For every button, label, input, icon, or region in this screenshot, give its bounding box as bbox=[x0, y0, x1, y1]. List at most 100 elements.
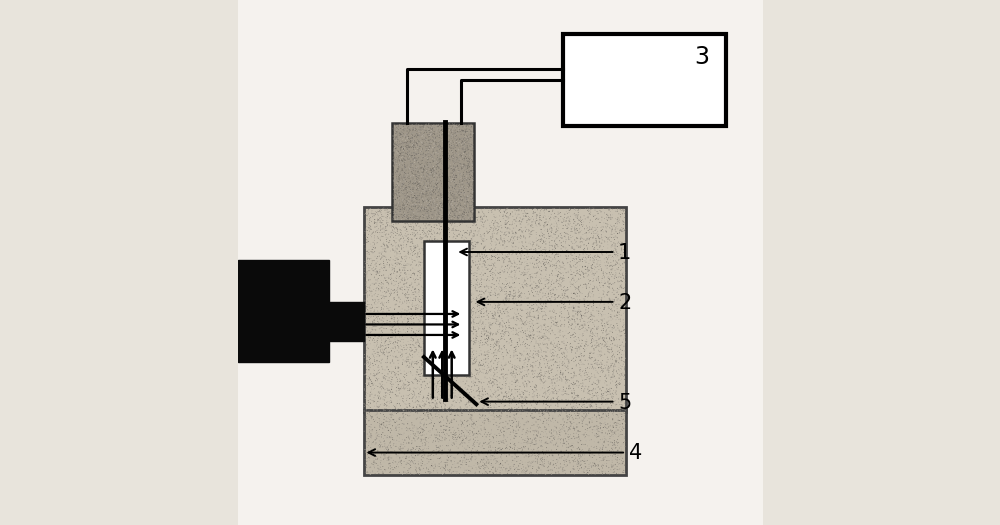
Point bbox=[393, 120, 409, 129]
Point bbox=[418, 183, 434, 191]
Point bbox=[482, 443, 498, 452]
Point bbox=[417, 228, 433, 237]
Point bbox=[517, 443, 533, 451]
Point bbox=[473, 275, 489, 283]
Point bbox=[423, 153, 439, 161]
Point bbox=[422, 196, 438, 204]
Point bbox=[429, 161, 445, 170]
Point bbox=[445, 201, 461, 209]
Point bbox=[497, 206, 513, 215]
Point bbox=[476, 455, 492, 463]
Point bbox=[359, 291, 375, 299]
Point bbox=[553, 299, 569, 308]
Point bbox=[405, 213, 421, 221]
Point bbox=[415, 291, 431, 300]
Point bbox=[523, 321, 539, 330]
Point bbox=[612, 465, 628, 473]
Point bbox=[577, 302, 593, 311]
Point bbox=[423, 286, 439, 295]
Point bbox=[420, 202, 436, 210]
Point bbox=[461, 165, 477, 174]
Point bbox=[433, 126, 449, 134]
Point bbox=[577, 319, 593, 327]
Point bbox=[386, 150, 402, 159]
Point bbox=[408, 189, 424, 197]
Point bbox=[533, 216, 549, 225]
Point bbox=[565, 458, 581, 466]
Point bbox=[430, 280, 446, 289]
Point bbox=[377, 226, 393, 235]
Point bbox=[578, 292, 594, 301]
Point bbox=[375, 204, 391, 213]
Point bbox=[567, 393, 583, 402]
Point bbox=[532, 277, 548, 285]
Point bbox=[424, 230, 440, 238]
Point bbox=[490, 345, 506, 353]
Point bbox=[587, 432, 603, 440]
Point bbox=[391, 175, 407, 183]
Point bbox=[386, 146, 402, 155]
Point bbox=[490, 301, 506, 309]
Point bbox=[519, 452, 535, 460]
Point bbox=[408, 141, 424, 149]
Point bbox=[557, 466, 573, 475]
Point bbox=[403, 191, 419, 199]
Point bbox=[516, 223, 532, 232]
Point bbox=[560, 357, 576, 365]
Point bbox=[594, 428, 610, 437]
Point bbox=[579, 250, 595, 258]
Point bbox=[402, 205, 418, 213]
Point bbox=[586, 285, 602, 293]
Point bbox=[405, 155, 421, 164]
Point bbox=[611, 366, 627, 374]
Point bbox=[460, 153, 476, 161]
Point bbox=[407, 296, 423, 304]
Point bbox=[569, 234, 585, 242]
Point bbox=[456, 339, 472, 347]
Point bbox=[378, 289, 394, 297]
Point bbox=[394, 205, 410, 214]
Point bbox=[451, 190, 467, 198]
Point bbox=[537, 254, 553, 262]
Point bbox=[381, 418, 397, 426]
Point bbox=[507, 406, 523, 415]
Point bbox=[536, 220, 552, 228]
Point bbox=[416, 171, 432, 180]
Point bbox=[424, 345, 440, 354]
Point bbox=[499, 208, 515, 217]
Point bbox=[464, 318, 480, 327]
Point bbox=[434, 182, 450, 191]
Point bbox=[364, 206, 380, 215]
Point bbox=[534, 271, 550, 280]
Point bbox=[440, 123, 456, 131]
Point bbox=[536, 410, 552, 418]
Point bbox=[415, 344, 431, 352]
Point bbox=[378, 266, 394, 275]
Point bbox=[447, 459, 463, 468]
Point bbox=[574, 456, 590, 465]
Point bbox=[419, 230, 435, 238]
Point bbox=[505, 438, 521, 446]
Point bbox=[573, 289, 589, 297]
Point bbox=[608, 358, 624, 366]
Point bbox=[599, 338, 615, 346]
Point bbox=[555, 259, 571, 267]
Point bbox=[478, 387, 494, 396]
Point bbox=[398, 132, 414, 141]
Point bbox=[473, 393, 489, 401]
Point bbox=[434, 203, 450, 212]
Point bbox=[549, 389, 565, 397]
Point bbox=[430, 205, 446, 213]
Point bbox=[461, 360, 477, 368]
Point bbox=[405, 264, 421, 272]
Point bbox=[612, 431, 628, 439]
Point bbox=[606, 297, 622, 306]
Point bbox=[543, 224, 559, 232]
Point bbox=[435, 428, 451, 436]
Point bbox=[434, 179, 450, 187]
Point bbox=[396, 205, 412, 213]
Point bbox=[379, 222, 395, 230]
Point bbox=[442, 468, 458, 476]
Point bbox=[588, 359, 604, 368]
Point bbox=[395, 130, 411, 138]
